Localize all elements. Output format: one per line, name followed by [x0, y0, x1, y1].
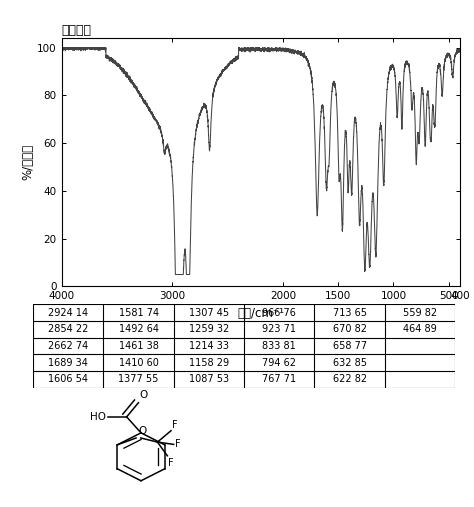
Text: 1606 54: 1606 54: [48, 375, 88, 384]
Text: 713 65: 713 65: [333, 308, 366, 317]
Text: F: F: [175, 440, 181, 449]
Text: 833 81: 833 81: [263, 341, 296, 351]
Text: 1492 64: 1492 64: [118, 324, 159, 334]
Text: F: F: [173, 420, 178, 429]
Text: 1214 33: 1214 33: [189, 341, 229, 351]
Text: 1158 29: 1158 29: [189, 358, 229, 368]
Text: 923 71: 923 71: [262, 324, 296, 334]
Text: 2662 74: 2662 74: [48, 341, 89, 351]
Text: 767 71: 767 71: [262, 375, 296, 384]
Text: 966 76: 966 76: [262, 308, 296, 317]
Text: 794 62: 794 62: [262, 358, 296, 368]
Text: 2854 22: 2854 22: [48, 324, 89, 334]
Text: 2924 14: 2924 14: [48, 308, 88, 317]
Text: 1461 38: 1461 38: [118, 341, 159, 351]
Text: 1259 32: 1259 32: [189, 324, 229, 334]
Text: F: F: [168, 458, 173, 468]
Text: 622 82: 622 82: [333, 375, 366, 384]
Text: O: O: [140, 390, 148, 400]
Text: O: O: [138, 426, 146, 436]
Text: 1307 45: 1307 45: [189, 308, 229, 317]
Text: 1377 55: 1377 55: [118, 375, 159, 384]
Text: 1581 74: 1581 74: [118, 308, 159, 317]
Text: 658 77: 658 77: [333, 341, 366, 351]
Text: 石蜡糊法: 石蜡糊法: [62, 24, 91, 37]
Text: 670 82: 670 82: [333, 324, 366, 334]
Text: 559 82: 559 82: [403, 308, 437, 317]
Text: HO: HO: [91, 412, 106, 422]
X-axis label: 波数/cm⁻¹: 波数/cm⁻¹: [237, 307, 284, 320]
Text: 464 89: 464 89: [403, 324, 437, 334]
Text: 1087 53: 1087 53: [189, 375, 229, 384]
Text: 1410 60: 1410 60: [118, 358, 159, 368]
Y-axis label: %/透射率: %/透射率: [21, 144, 34, 180]
Text: 1689 34: 1689 34: [48, 358, 88, 368]
Text: 632 85: 632 85: [333, 358, 366, 368]
